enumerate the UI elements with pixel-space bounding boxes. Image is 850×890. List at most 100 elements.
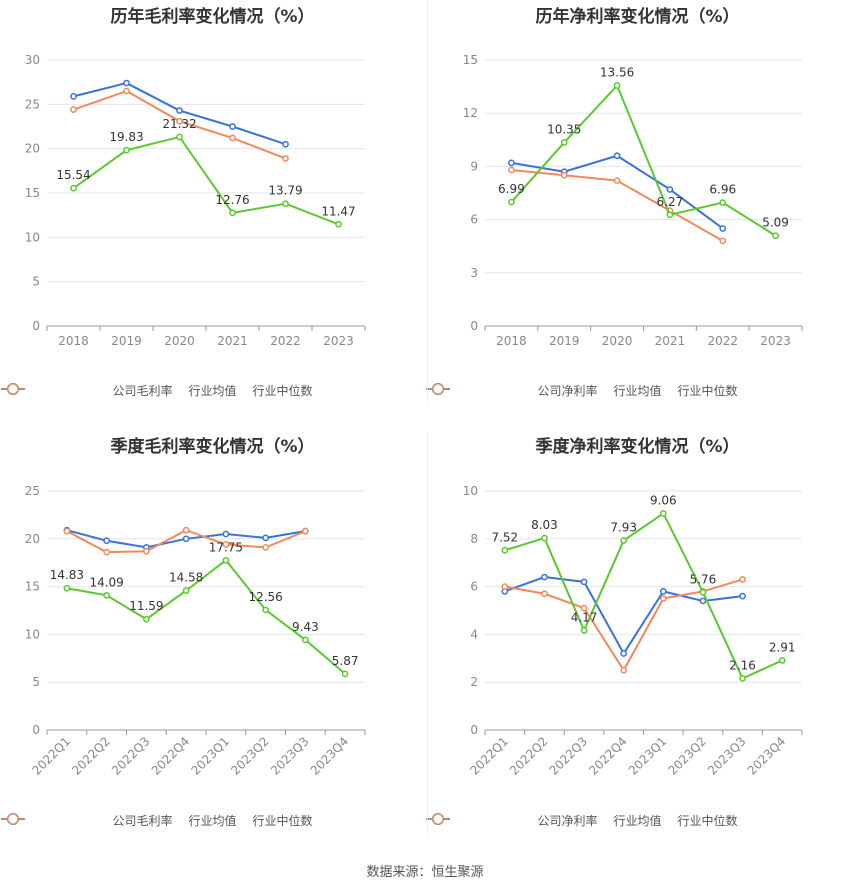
legend-item-median[interactable]: 行业中位数 [426, 812, 738, 829]
x-tick-label: 2018 [58, 334, 89, 348]
y-tick-label: 0 [470, 723, 478, 737]
data-point-company [666, 211, 674, 219]
data-point-median [659, 595, 667, 602]
legend-circle [432, 813, 444, 825]
data-point-company [282, 200, 289, 208]
data-point-median [302, 527, 309, 535]
data-label: 9.06 [650, 493, 677, 507]
quarterly-gross-margin-chart: 季度毛利率变化情况（%） 0 5 10 15 20 25 2022Q1 2022Q2 2022Q… [0, 430, 425, 860]
data-point-median [123, 87, 130, 95]
legend-item-company[interactable]: 公司净利率 [426, 812, 598, 829]
x-tick-label: 2022Q3 [109, 734, 153, 778]
y-tick-label: 0 [32, 319, 40, 333]
data-label: 2.91 [769, 640, 796, 654]
data-label: 6.27 [657, 195, 684, 209]
data-point-company [501, 546, 509, 554]
x-tick-label: 2019 [111, 334, 142, 348]
legend-item-median[interactable]: 行业中位数 [1, 812, 313, 829]
data-point-avg [699, 597, 707, 605]
legend-label: 公司净利率 [537, 814, 598, 828]
data-label: 5.76 [690, 572, 717, 586]
y-tick-label: 3 [470, 266, 478, 280]
data-label: 4.17 [571, 610, 598, 624]
data-point-company [699, 588, 707, 596]
x-tick-label: 2023 [760, 334, 791, 348]
y-tick-label: 2 [470, 675, 478, 689]
data-point-median [508, 166, 515, 174]
data-point-median [719, 237, 727, 245]
x-tick-label: 2022Q4 [149, 734, 193, 778]
x-tick-label: 2021 [655, 334, 686, 348]
legend-circle [432, 383, 444, 395]
data-point-company [560, 139, 568, 146]
legend-item-avg[interactable]: 行业均值 [1, 382, 237, 399]
chart-title: 季度净利率变化情况（%） [535, 437, 740, 457]
data-point-company [580, 626, 588, 634]
data-label: 7.52 [491, 530, 518, 544]
x-tick-label: 2020 [602, 334, 633, 348]
data-point-company [508, 198, 515, 206]
legend-item-avg[interactable]: 行业均值 [426, 382, 662, 399]
legend-label: 行业均值 [613, 814, 662, 828]
data-label: 5.87 [332, 654, 359, 668]
data-point-avg [541, 573, 548, 581]
x-tick-label: 2019 [549, 334, 580, 348]
x-tick-label: 2023 [323, 334, 354, 348]
chart-legend: 公司毛利率 行业均值 行业中位数 [0, 812, 425, 829]
data-point-company [335, 220, 342, 228]
legend-label: 行业中位数 [677, 384, 738, 398]
series-line-company [72, 135, 339, 226]
data-label: 10.35 [547, 122, 581, 136]
y-tick-label: 10 [463, 484, 478, 498]
data-point-company [719, 199, 727, 206]
data-label: 19.83 [109, 130, 143, 144]
data-point-avg [176, 107, 183, 114]
legend-item-avg[interactable]: 行业均值 [1, 812, 237, 829]
y-tick-label: 25 [25, 97, 40, 111]
data-point-avg [103, 537, 110, 545]
legend-label: 行业中位数 [677, 814, 738, 828]
data-point-median [580, 604, 588, 612]
data-label: 8.03 [531, 518, 558, 532]
legend-marker-icon [1, 813, 25, 825]
x-tick-label: 2023Q2 [228, 734, 272, 778]
legend-label: 行业均值 [188, 384, 237, 398]
y-tick-label: 5 [32, 675, 40, 689]
data-point-company [659, 510, 667, 517]
data-label: 14.09 [89, 575, 123, 589]
series-line-company [504, 511, 783, 680]
legend-item-median[interactable]: 行业中位数 [426, 382, 738, 399]
data-point-company [541, 534, 548, 542]
x-tick-label: 2022Q2 [69, 734, 113, 778]
legend-label: 行业均值 [188, 814, 237, 828]
annual-gross-margin-chart: 历年毛利率变化情况（%） 0 5 10 15 20 25 30 2018 2019 2020 202… [0, 0, 425, 430]
data-label: 17.75 [209, 540, 243, 554]
legend-item-company[interactable]: 公司毛利率 [1, 812, 172, 829]
legend-item-company[interactable]: 公司毛利率 [1, 382, 172, 399]
y-tick-label: 5 [32, 275, 40, 289]
data-point-company [613, 82, 621, 89]
data-point-company [772, 232, 779, 240]
y-tick-label: 20 [25, 142, 40, 156]
legend-item-avg[interactable]: 行业均值 [426, 812, 662, 829]
data-label: 21.32 [162, 117, 196, 131]
series-line-company [66, 558, 346, 675]
x-tick-label: 2022Q1 [467, 734, 511, 778]
data-point-company [739, 675, 746, 682]
legend-item-median[interactable]: 行业中位数 [1, 382, 313, 399]
panel-divider [427, 0, 428, 405]
x-tick-label: 2022Q3 [547, 734, 591, 778]
legend-item-company[interactable]: 公司净利率 [426, 382, 597, 399]
y-tick-label: 6 [470, 580, 478, 594]
data-point-company [222, 556, 230, 564]
data-point-median [176, 117, 183, 125]
x-tick-label: 2023Q2 [665, 734, 709, 778]
data-point-median [613, 177, 621, 184]
y-tick-label: 12 [463, 106, 478, 120]
data-label: 2.16 [729, 658, 756, 672]
data-point-avg [229, 123, 236, 130]
y-tick-label: 15 [463, 53, 478, 67]
data-point-median [501, 583, 509, 590]
data-point-avg [739, 592, 746, 600]
y-tick-label: 4 [470, 627, 478, 641]
